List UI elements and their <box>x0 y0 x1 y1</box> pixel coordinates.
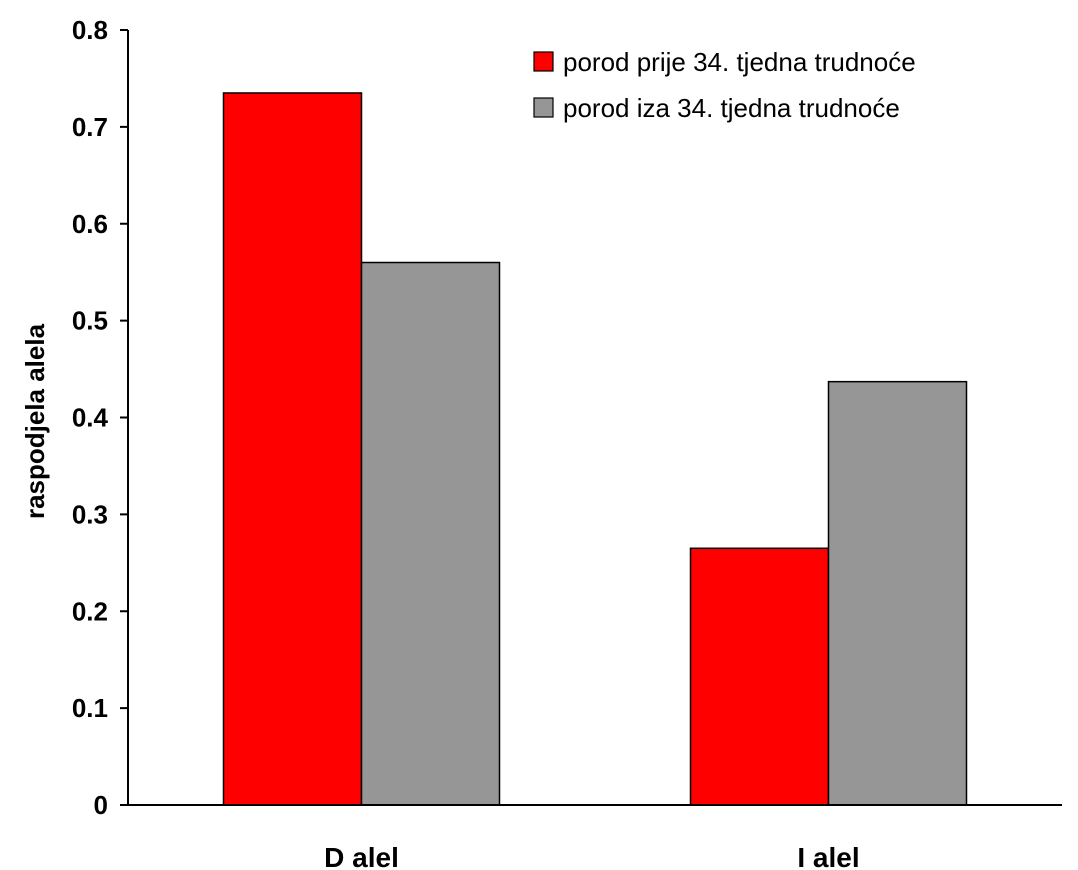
x-category-label: D alel <box>324 842 399 870</box>
legend-label: porod iza 34. tjedna trudnoće <box>563 93 900 123</box>
y-tick-label: 0.2 <box>72 596 108 626</box>
bar-before-34-d <box>222 92 363 806</box>
bar-before-34-i <box>689 547 830 806</box>
bar-series <box>222 92 968 806</box>
y-tick-label: 0.8 <box>72 15 108 45</box>
y-tick-label: 0.3 <box>72 499 108 529</box>
y-axis-title: raspodjela alela <box>20 323 50 519</box>
x-axis-labels: D alel I alel <box>324 842 859 870</box>
legend: porod prije 34. tjedna trudnoće porod iza… <box>533 47 916 123</box>
y-tick-label: 0.7 <box>72 112 108 142</box>
bar-after-34-i <box>827 380 968 806</box>
y-tick-label: 0.1 <box>72 693 108 723</box>
x-category-label: I alel <box>797 842 859 870</box>
y-tick-label: 0.5 <box>72 306 108 336</box>
legend-swatch <box>533 51 554 72</box>
bar-after-34-d <box>360 261 501 806</box>
y-tick-label: 0.4 <box>72 403 109 433</box>
y-axis-ticks: 0 0.1 0.2 0.3 0.4 0.5 0.6 0.7 0.8 <box>72 15 128 820</box>
y-tick-label: 0 <box>94 790 108 820</box>
legend-label: porod prije 34. tjedna trudnoće <box>563 47 916 77</box>
y-tick-label: 0.6 <box>72 209 108 239</box>
legend-swatch <box>533 97 554 118</box>
